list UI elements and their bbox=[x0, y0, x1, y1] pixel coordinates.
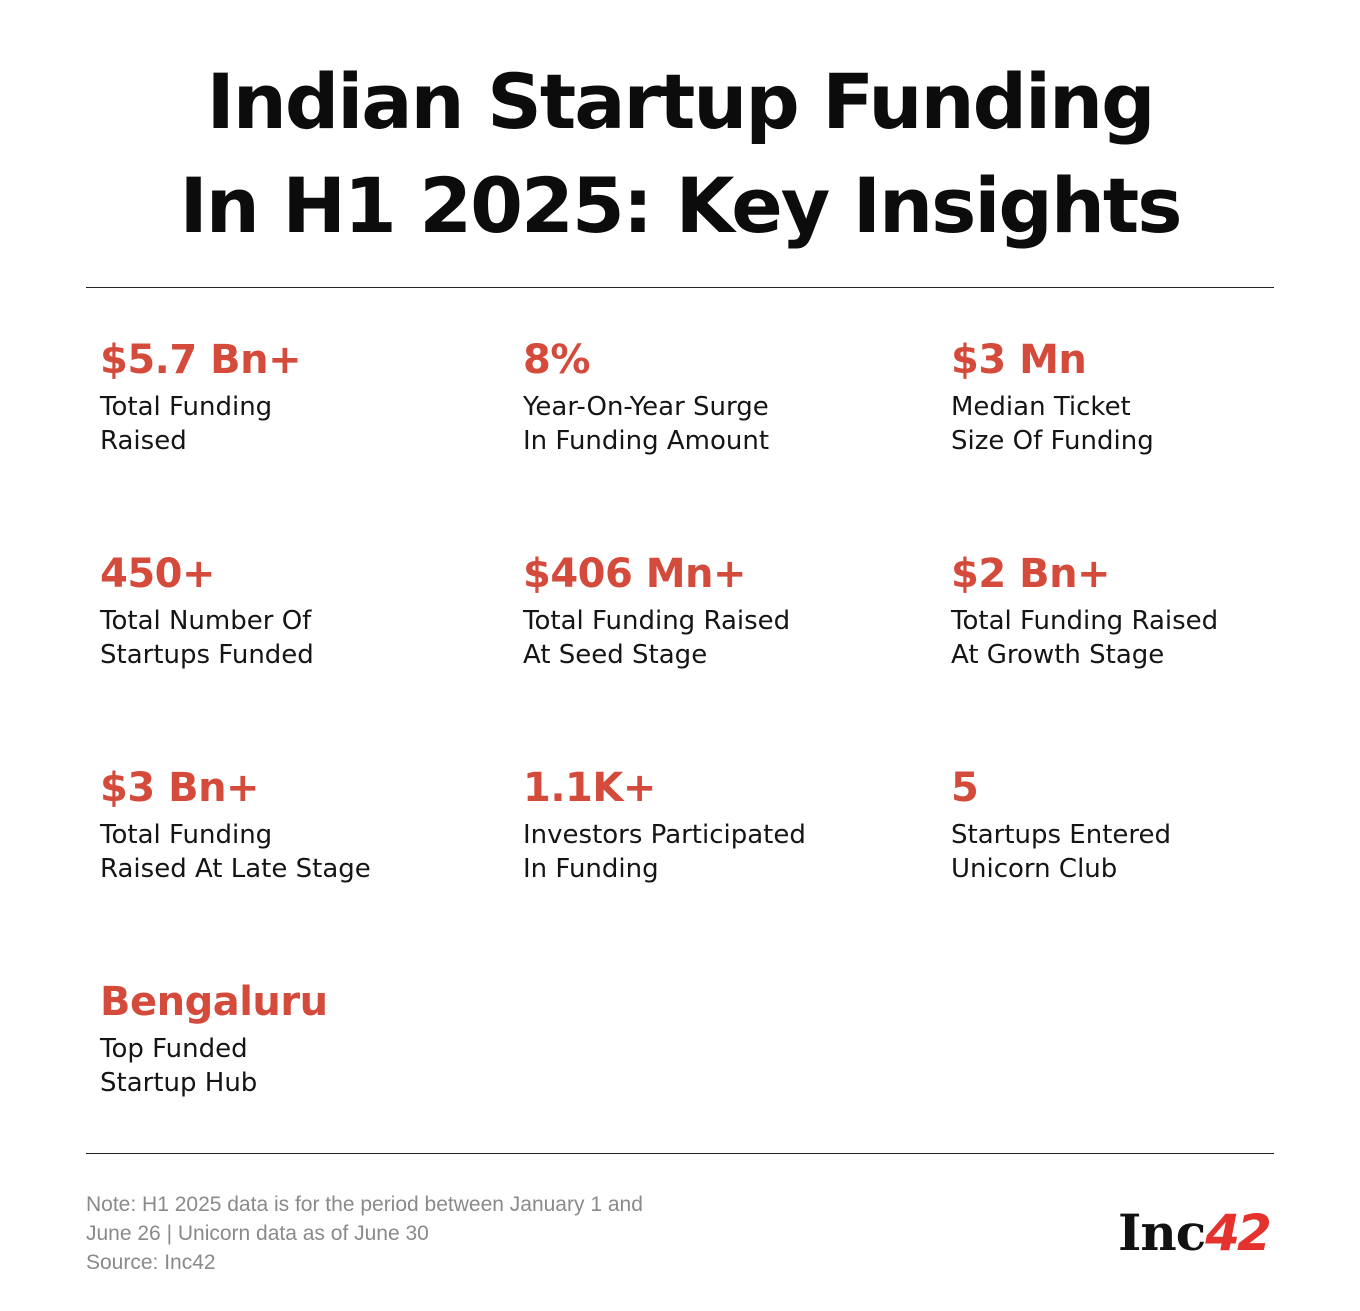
stat-growth-stage: $2 Bn+ Total Funding Raised At Growth St… bbox=[951, 550, 1351, 672]
bottom-divider bbox=[86, 1153, 1274, 1154]
stat-label: Median Ticket Size Of Funding bbox=[951, 392, 1154, 456]
stat-value: $406 Mn+ bbox=[523, 551, 747, 597]
stat-seed-stage: $406 Mn+ Total Funding Raised At Seed St… bbox=[523, 550, 923, 672]
stat-label: Total Funding Raised At Seed Stage bbox=[523, 606, 791, 670]
stat-total-funding: $5.7 Bn+ Total Funding Raised bbox=[100, 336, 500, 458]
stat-late-stage: $3 Bn+ Total Funding Raised At Late Stag… bbox=[100, 764, 500, 886]
stat-value: 1.1K+ bbox=[523, 765, 656, 811]
source-line: Source: Inc42 bbox=[86, 1251, 216, 1274]
stat-label: Top Funded Startup Hub bbox=[100, 1034, 258, 1098]
stat-value: 5 bbox=[951, 765, 979, 811]
logo-number: 42 bbox=[1205, 1204, 1272, 1262]
stat-label: Year-On-Year Surge In Funding Amount bbox=[523, 392, 770, 456]
stat-label: Total Funding Raised At Growth Stage bbox=[951, 606, 1219, 670]
stat-value: $3 Bn+ bbox=[100, 765, 260, 811]
stat-value: Bengaluru bbox=[100, 979, 328, 1025]
page-title: Indian Startup Funding In H1 2025: Key I… bbox=[0, 50, 1360, 258]
stat-unicorns: 5 Startups Entered Unicorn Club bbox=[951, 764, 1351, 886]
stat-value: $3 Mn bbox=[951, 337, 1087, 383]
note-line-2: June 26 | Unicorn data as of June 30 bbox=[86, 1222, 429, 1245]
stat-label: Total Number Of Startups Funded bbox=[100, 606, 314, 670]
page-title-line-2: In H1 2025: Key Insights bbox=[179, 161, 1182, 250]
stat-median-ticket: $3 Mn Median Ticket Size Of Funding bbox=[951, 336, 1351, 458]
stat-label: Total Funding Raised bbox=[100, 392, 273, 456]
inc42-logo: Inc42 bbox=[1118, 1203, 1272, 1263]
stat-value: 8% bbox=[523, 337, 590, 383]
top-divider bbox=[86, 287, 1274, 288]
footer-note: Note: H1 2025 data is for the period bet… bbox=[86, 1190, 643, 1277]
stat-label: Total Funding Raised At Late Stage bbox=[100, 820, 371, 884]
stat-top-hub: Bengaluru Top Funded Startup Hub bbox=[100, 978, 500, 1100]
stat-value: 450+ bbox=[100, 551, 216, 597]
logo-text: Inc bbox=[1118, 1203, 1206, 1262]
note-line-1: Note: H1 2025 data is for the period bet… bbox=[86, 1193, 643, 1216]
stat-startups-funded: 450+ Total Number Of Startups Funded bbox=[100, 550, 500, 672]
stat-label: Investors Participated In Funding bbox=[523, 820, 806, 884]
stat-label: Startups Entered Unicorn Club bbox=[951, 820, 1172, 884]
stat-value: $2 Bn+ bbox=[951, 551, 1111, 597]
stat-investors: 1.1K+ Investors Participated In Funding bbox=[523, 764, 923, 886]
stat-value: $5.7 Bn+ bbox=[100, 337, 302, 383]
page-title-line-1: Indian Startup Funding bbox=[206, 57, 1155, 146]
stat-yoy-surge: 8% Year-On-Year Surge In Funding Amount bbox=[523, 336, 923, 458]
